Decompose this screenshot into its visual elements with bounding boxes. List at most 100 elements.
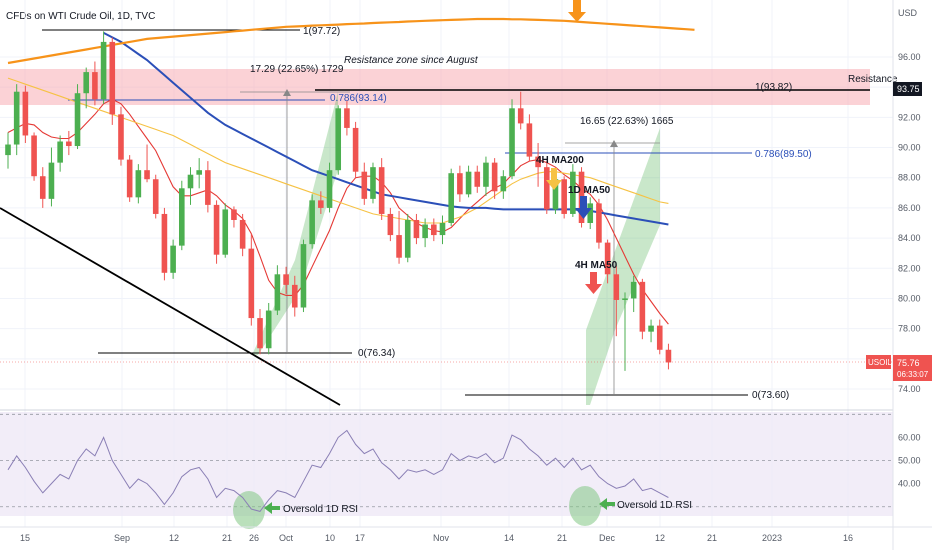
last-price-badge: 75.76 06:33:07 [893,355,932,381]
downtrend-line [0,207,341,406]
time-tick-label: 16 [843,533,853,543]
ma50-4h-arrow-icon [585,272,602,294]
candle [265,302,272,355]
candle-body [326,170,333,208]
candle-body [370,167,376,199]
ma50-4h-label: 4H MA50 [575,260,618,271]
candle-body [239,219,246,249]
candle-body [265,310,272,349]
candle-body [361,171,368,199]
candle-body [161,213,168,273]
candle [665,343,672,370]
measure-right-label: 16.65 (22.63%) 1665 [580,116,674,127]
rsi-levels [0,413,893,508]
rsi-tick-label: 60.00 [898,432,921,442]
candle [587,197,594,230]
measure-left [240,89,350,352]
candle [205,161,211,213]
time-tick-label: 14 [504,533,514,543]
candle [283,266,289,294]
candle-body [74,93,81,147]
candle-body [257,318,263,349]
candle-body [152,179,159,214]
time-tick-label: Sep [114,533,130,543]
candle-body [431,224,437,236]
candle-body [517,108,524,124]
time-tick-label: 2023 [762,533,782,543]
candle [57,135,63,172]
candle-body [318,200,324,208]
candle-body [500,176,507,192]
symbol-badge: USOIL [866,355,893,369]
candle [474,165,481,193]
candle-body [474,171,481,187]
resistance-zone [0,69,870,105]
level-label-97-72: 1(97.72) [303,26,340,37]
candle [604,239,611,284]
oversold-arrow-icon-2 [599,498,615,510]
candle-body [66,141,72,147]
candle-body [483,162,489,187]
level-label-73-60: 0(73.60) [752,390,789,401]
candle [422,218,428,248]
candle [326,162,333,213]
candle-body [109,41,116,115]
candle-body [5,144,11,156]
candle-body [144,170,150,180]
candle [370,162,376,204]
candle-body [526,123,533,157]
candle [517,91,524,130]
candle [92,61,98,106]
candle-body [622,298,628,300]
candle-body [126,159,133,198]
price-tick-label: 84.00 [898,233,921,243]
candle-body [179,188,185,246]
candle-body [656,325,663,350]
price-unit: USD [898,8,918,18]
rsi-band [0,412,893,516]
candle [639,278,646,340]
candle [22,85,29,144]
candle [543,161,550,214]
candle [187,167,194,205]
price-tick-label: 92.00 [898,112,921,122]
candle [648,319,654,343]
candle [352,121,359,178]
svg-text:75.76: 75.76 [897,358,920,368]
candle [596,198,602,249]
candle-body [48,162,55,199]
oversold-arrow-icon-1 [264,502,280,514]
candle [257,309,263,355]
candle-body [83,72,90,94]
candle-body [22,91,29,136]
candle-body [248,248,255,319]
oversold-label-1: Oversold 1D RSI [283,504,358,515]
candle [318,191,324,214]
rsi-axis[interactable]: 60.00 50.00 40.00 [898,432,921,488]
candle-body [422,224,428,239]
candle [491,158,498,199]
candle-body [291,284,298,308]
candle [213,200,220,264]
candle [100,31,107,104]
rsi-tick-label: 50.00 [898,456,921,466]
ma-line-0 [7,98,669,325]
time-axis[interactable]: 15 Sep 12 21 26 Oct 10 17 Nov 14 21 Dec 12 21 2023 16 [20,533,853,543]
candle [39,167,46,208]
candle [656,319,663,355]
candle-body [648,325,654,332]
candle-body [213,204,220,255]
candle-body [630,281,637,299]
svg-text:USOIL: USOIL [868,358,893,367]
candle-body [439,223,446,236]
projection-channel-left [252,92,338,355]
candle [622,292,628,371]
time-tick-label: 17 [355,533,365,543]
candle [222,203,229,258]
fib-levels: 1(97.72) 1(93.82) 0.786(93.14) 0.786(89.… [42,26,870,401]
level-label-93-82: 1(93.82) [755,82,792,93]
candle [83,67,90,109]
candle [500,170,507,199]
level-label-93-14: 0.786(93.14) [330,93,387,104]
